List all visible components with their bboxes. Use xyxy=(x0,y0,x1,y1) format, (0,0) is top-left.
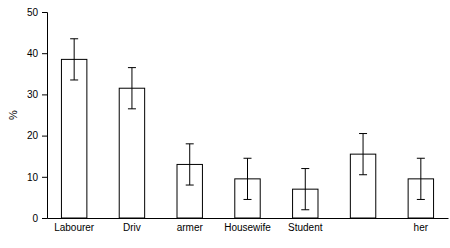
axis-line xyxy=(48,218,449,219)
tick: 20 xyxy=(27,130,47,141)
tick: 40 xyxy=(27,48,47,59)
tick: Student xyxy=(288,218,323,233)
chart: 0 10 20 30 40 50 Labourer Driv armer Housewife Stu… xyxy=(0,0,450,248)
tick-label: Labourer xyxy=(54,222,95,233)
tick: Driv xyxy=(123,218,141,233)
error-bar-cap xyxy=(359,133,367,134)
tick: 10 xyxy=(27,172,47,183)
axis-line xyxy=(42,13,48,219)
error-bar-cap xyxy=(244,199,252,200)
error-bar-cap xyxy=(70,79,78,80)
error-bar xyxy=(301,169,309,210)
error-bar-cap xyxy=(301,209,309,210)
tick: Labourer xyxy=(54,218,95,233)
error-bar-cap xyxy=(186,143,194,144)
tick: 50 xyxy=(27,7,47,18)
error-bar-stem xyxy=(363,134,364,175)
tick-label: Driv xyxy=(123,222,141,233)
tick-label: 0 xyxy=(32,213,38,224)
tick: Housewife xyxy=(224,218,271,233)
error-bar-cap xyxy=(128,67,136,68)
tick-label: Student xyxy=(288,222,323,233)
tick-mark xyxy=(42,177,47,178)
error-bar xyxy=(417,158,425,199)
tick-label: armer xyxy=(177,222,204,233)
error-bar xyxy=(70,39,78,80)
tick-label: 20 xyxy=(27,130,39,141)
plot-area xyxy=(61,39,433,218)
tick-mark xyxy=(42,12,47,13)
y-axis: 0 10 20 30 40 50 xyxy=(27,7,48,224)
error-bar xyxy=(359,134,367,175)
error-bar-cap xyxy=(128,108,136,109)
tick-mark xyxy=(42,94,47,95)
tick: 30 xyxy=(27,89,47,100)
error-bar-cap xyxy=(417,199,425,200)
axis-title: % xyxy=(7,110,19,120)
error-bar-cap xyxy=(244,158,252,159)
tick-mark xyxy=(42,53,47,54)
error-bar-cap xyxy=(359,174,367,175)
tick: armer xyxy=(177,218,204,233)
tick-label: her xyxy=(414,222,429,233)
error-bar-cap xyxy=(301,168,309,169)
tick: her xyxy=(414,218,429,233)
error-bar-stem xyxy=(131,68,132,109)
tick-label: 40 xyxy=(27,48,39,59)
bar xyxy=(61,59,86,218)
tick-label: 50 xyxy=(27,7,39,18)
tick-label: Housewife xyxy=(224,222,271,233)
error-bar-cap xyxy=(70,38,78,39)
error-bar xyxy=(128,68,136,109)
error-bar-stem xyxy=(305,169,306,210)
tick-label: 10 xyxy=(27,172,39,183)
error-bar-stem xyxy=(420,158,421,199)
error-bar-cap xyxy=(186,185,194,186)
tick-mark xyxy=(42,136,47,137)
tick: 0 xyxy=(32,213,47,224)
tick-mark xyxy=(42,218,47,219)
tick-label: 30 xyxy=(27,89,39,100)
error-bar-stem xyxy=(247,158,248,199)
error-bar-cap xyxy=(417,158,425,159)
error-bar xyxy=(244,158,252,199)
error-bar-stem xyxy=(74,39,75,80)
error-bar-stem xyxy=(189,144,190,185)
error-bar xyxy=(186,144,194,185)
x-axis: Labourer Driv armer Housewife Student her xyxy=(48,218,449,233)
